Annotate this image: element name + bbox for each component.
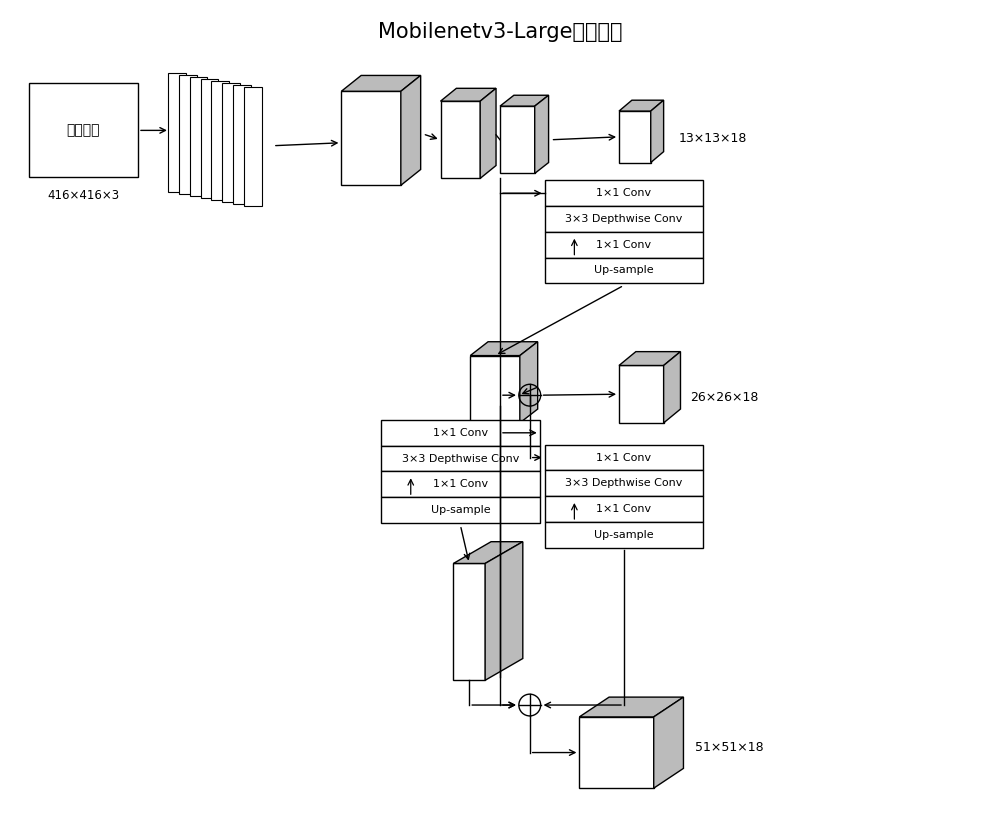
Polygon shape [470,342,538,356]
Polygon shape [654,697,683,788]
Polygon shape [485,542,523,681]
Text: 3×3 Depthwise Conv: 3×3 Depthwise Conv [402,453,519,464]
Text: 1×1 Conv: 1×1 Conv [433,428,488,437]
Bar [545,496,703,522]
Text: 1×1 Conv: 1×1 Conv [433,480,488,490]
Bar [381,420,540,446]
Polygon shape [480,88,496,179]
Bar [545,180,703,206]
Text: Up-sample: Up-sample [594,265,654,275]
Text: 51×51×18: 51×51×18 [695,741,764,754]
Polygon shape [441,101,480,179]
Text: Mobilenetv3-Large基础网络: Mobilenetv3-Large基础网络 [378,22,622,42]
Polygon shape [470,356,520,423]
Bar [545,471,703,496]
Polygon shape [619,351,680,366]
Polygon shape [441,88,496,101]
Polygon shape [520,342,538,423]
Polygon shape [619,111,651,163]
Text: 3×3 Depthwise Conv: 3×3 Depthwise Conv [565,478,683,488]
Polygon shape [244,88,262,206]
Polygon shape [190,78,207,196]
Polygon shape [341,75,421,91]
Polygon shape [619,100,664,111]
Polygon shape [168,74,186,192]
Bar [381,446,540,471]
Bar [545,232,703,257]
Polygon shape [619,366,664,423]
Text: 416×416×3: 416×416×3 [47,189,120,202]
Polygon shape [341,91,401,185]
Bar [545,445,703,471]
Polygon shape [664,351,680,423]
Bar [381,497,540,523]
Polygon shape [535,95,549,174]
Polygon shape [201,79,218,198]
Polygon shape [179,75,197,194]
Polygon shape [500,106,535,174]
Bar [381,471,540,497]
Text: 3×3 Depthwise Conv: 3×3 Depthwise Conv [565,214,683,224]
Text: Up-sample: Up-sample [431,505,490,515]
Text: 输入图像: 输入图像 [67,123,100,137]
Text: Up-sample: Up-sample [594,530,654,540]
Polygon shape [579,717,654,788]
Polygon shape [222,84,240,202]
Bar [545,206,703,232]
Bar [545,257,703,284]
Text: 26×26×18: 26×26×18 [690,390,759,404]
Text: 1×1 Conv: 1×1 Conv [596,189,652,198]
Polygon shape [233,85,251,204]
Polygon shape [500,95,549,106]
Text: 1×1 Conv: 1×1 Conv [596,452,652,462]
Text: 1×1 Conv: 1×1 Conv [596,504,652,514]
Polygon shape [651,100,664,163]
Polygon shape [211,81,229,200]
Bar [29,84,138,178]
Text: 1×1 Conv: 1×1 Conv [596,240,652,250]
Polygon shape [401,75,421,185]
Polygon shape [453,542,523,563]
Polygon shape [453,563,485,681]
Text: 13×13×18: 13×13×18 [679,132,747,146]
Bar [545,522,703,547]
Polygon shape [579,697,683,717]
